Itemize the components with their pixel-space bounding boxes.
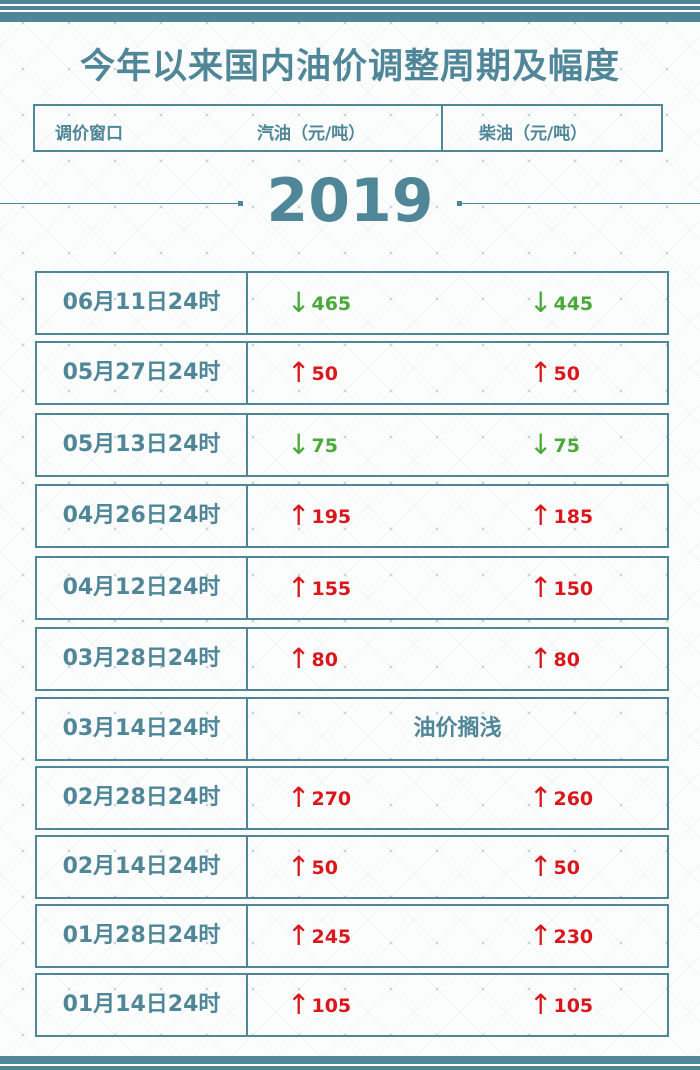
diesel-value: 50 [553,857,580,879]
diesel-change: ↓75 [529,427,580,464]
gasoline-value: 50 [311,857,338,879]
row-note: 油价搁浅 [413,716,502,741]
table-row: 01月28日24时 ↑245 ↑230 [35,904,669,968]
diesel-change: ↑185 [529,498,593,535]
diesel-change: ↑260 [529,780,593,817]
diesel-change: ↑50 [529,355,580,392]
gasoline-value: 80 [311,649,338,671]
row-date: 03月28日24时 [37,629,248,689]
gasoline-value: 465 [311,293,352,315]
row-date: 05月27日24时 [37,343,248,403]
table-row: 04月12日24时 ↑155 ↑150 [35,556,669,620]
diesel-value: 75 [553,435,580,457]
header-gasoline: 汽油（元/吨） [257,124,366,144]
table-row: 02月28日24时 ↑270 ↑260 [35,766,669,830]
gasoline-change: ↓75 [287,427,338,464]
arrow-down-icon: ↓ [287,428,311,461]
arrow-up-icon: ↑ [287,988,311,1021]
arrow-up-icon: ↑ [529,571,553,604]
gasoline-value: 155 [311,578,352,600]
arrow-up-icon: ↑ [287,571,311,604]
table-row: 05月27日24时 ↑50 ↑50 [35,341,669,405]
gasoline-change: ↑80 [287,641,338,678]
top-band-line [0,4,700,6]
header-divider [441,106,443,150]
gasoline-change: ↑195 [287,498,351,535]
year-heading: 2019 [266,166,434,236]
arrow-down-icon: ↓ [529,428,553,461]
table-row: 03月28日24时 ↑80 ↑80 [35,627,669,691]
table-row: 01月14日24时 ↑105 ↑105 [35,973,669,1037]
diesel-change: ↑105 [529,987,593,1024]
gasoline-value: 245 [311,926,352,948]
row-date: 02月28日24时 [37,768,248,828]
arrow-up-icon: ↑ [287,356,311,389]
table-row: 02月14日24时 ↑50 ↑50 [35,835,669,899]
top-band-line [0,10,700,12]
diesel-value: 445 [553,293,594,315]
gasoline-change: ↑270 [287,780,351,817]
diesel-value: 105 [553,995,594,1017]
row-date: 04月26日24时 [37,486,248,546]
table-row: 05月13日24时 ↓75 ↓75 [35,413,669,477]
diesel-value: 230 [553,926,594,948]
row-date: 02月14日24时 [37,837,248,897]
diesel-value: 150 [553,578,594,600]
gasoline-change: ↑155 [287,570,351,607]
year-dot-right [457,201,462,206]
table-row: 03月14日24时 油价搁浅 [35,697,669,761]
arrow-up-icon: ↑ [287,781,311,814]
row-date: 05月13日24时 [37,415,248,475]
table-row: 04月26日24时 ↑195 ↑185 [35,484,669,548]
gasoline-value: 50 [311,363,338,385]
arrow-down-icon: ↓ [529,286,553,319]
diesel-value: 185 [553,506,594,528]
table-row: 06月11日24时 ↓465 ↓445 [35,271,669,335]
header-diesel: 柴油（元/吨） [479,124,588,144]
bottom-band-line [0,1064,700,1066]
bottom-band [0,1056,700,1070]
arrow-up-icon: ↑ [529,642,553,675]
gasoline-change: ↑50 [287,849,338,886]
gasoline-value: 75 [311,435,338,457]
gasoline-change: ↑105 [287,987,351,1024]
diesel-value: 260 [553,788,594,810]
arrow-up-icon: ↑ [529,850,553,883]
arrow-up-icon: ↑ [529,919,553,952]
row-date: 01月28日24时 [37,906,248,966]
gasoline-change: ↑245 [287,918,351,955]
arrow-down-icon: ↓ [287,286,311,319]
arrow-up-icon: ↑ [529,499,553,532]
arrow-up-icon: ↑ [529,988,553,1021]
diesel-change: ↑80 [529,641,580,678]
year-line-left [0,203,240,204]
diesel-value: 80 [553,649,580,671]
arrow-up-icon: ↑ [287,850,311,883]
row-date: 04月12日24时 [37,558,248,618]
header-window: 调价窗口 [55,124,123,144]
gasoline-change: ↑50 [287,355,338,392]
diesel-change: ↓445 [529,285,593,322]
gasoline-value: 195 [311,506,352,528]
gasoline-change: ↓465 [287,285,351,322]
year-dot-left [238,201,243,206]
diesel-change: ↑50 [529,849,580,886]
row-date: 01月14日24时 [37,975,248,1035]
arrow-up-icon: ↑ [287,642,311,675]
page-title: 今年以来国内油价调整周期及幅度 [79,47,620,87]
table-header: 调价窗口 汽油（元/吨） 柴油（元/吨） [33,104,663,152]
diesel-change: ↑150 [529,570,593,607]
row-date: 06月11日24时 [37,273,248,333]
diesel-value: 50 [553,363,580,385]
gasoline-value: 270 [311,788,352,810]
arrow-up-icon: ↑ [529,781,553,814]
arrow-up-icon: ↑ [287,499,311,532]
gasoline-value: 105 [311,995,352,1017]
diesel-change: ↑230 [529,918,593,955]
arrow-up-icon: ↑ [529,356,553,389]
row-date: 03月14日24时 [37,699,248,759]
year-line-right [460,203,700,204]
arrow-up-icon: ↑ [287,919,311,952]
